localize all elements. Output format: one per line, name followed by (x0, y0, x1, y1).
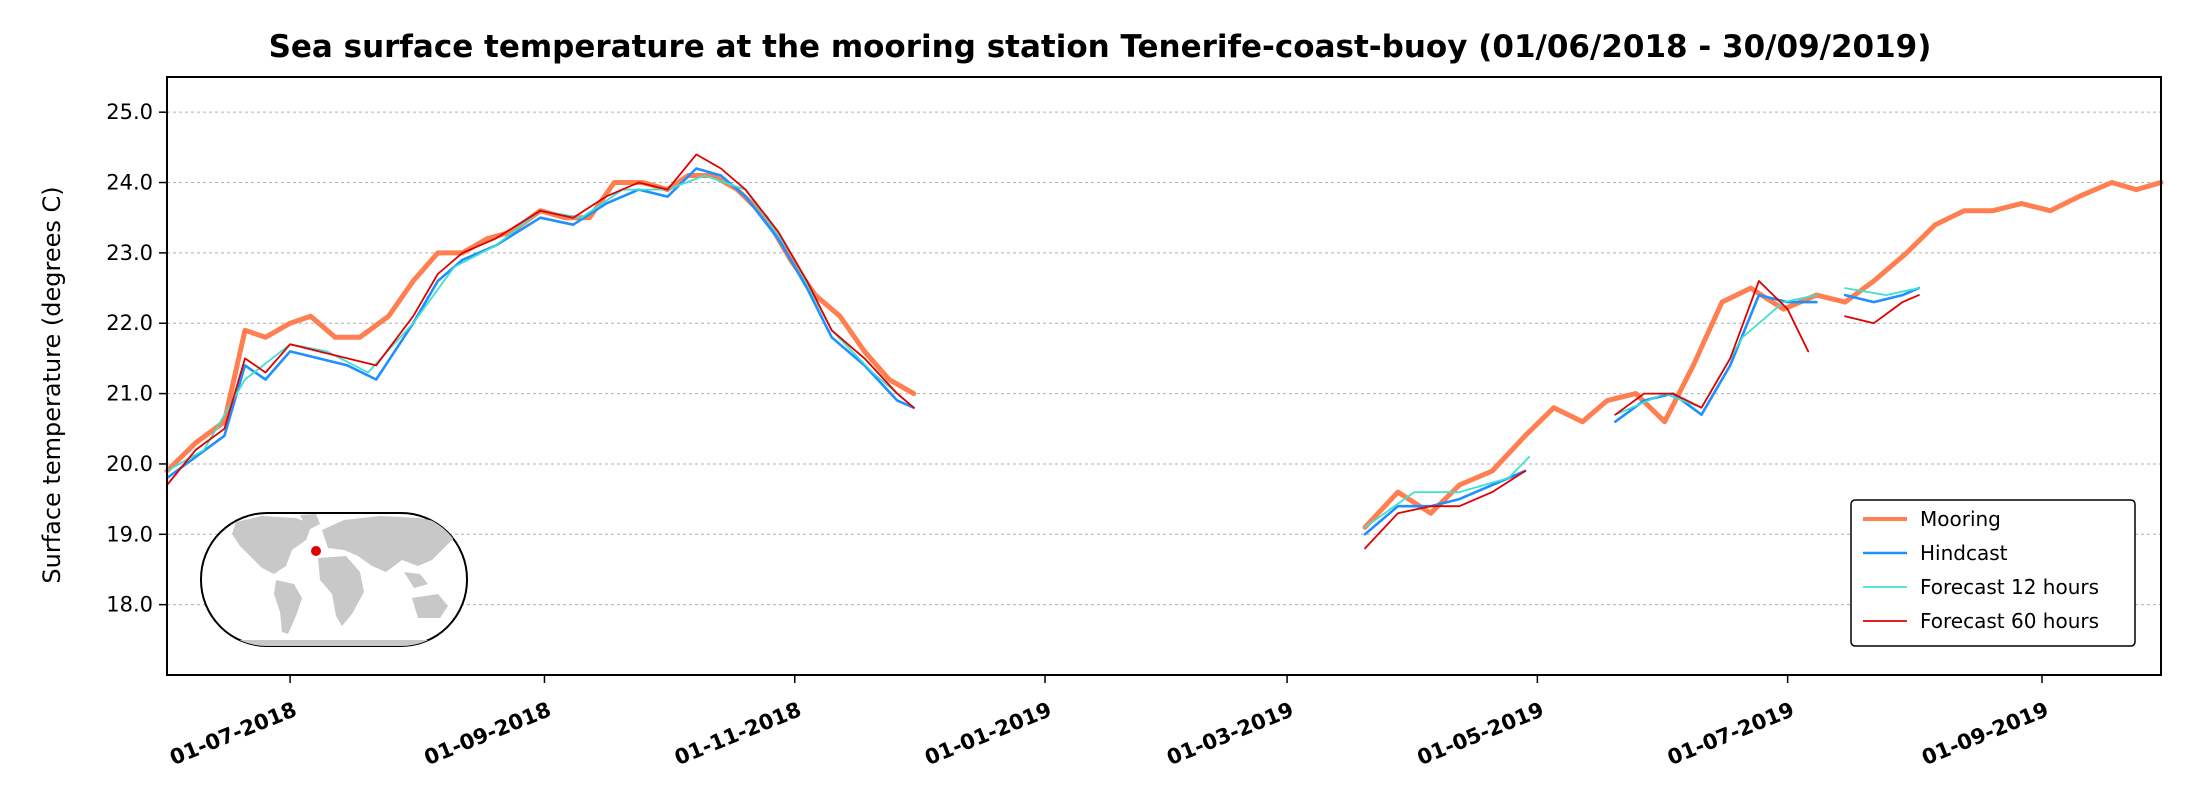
y-tick-label: 18.0 (106, 593, 153, 617)
x-tick-label: 01-05-2019 (1414, 697, 1548, 770)
y-tick-label: 25.0 (106, 100, 153, 124)
series-hindcast-line (165, 167, 1921, 536)
north-america-shape (232, 516, 312, 574)
legend-box (1850, 499, 2136, 647)
antarctica-shape (205, 640, 463, 646)
plot-frame (166, 76, 2162, 676)
legend-label-hindcast: Hindcast (1920, 541, 2008, 565)
legend-label-mooring: Mooring (1920, 507, 2001, 531)
y-tick-label: 19.0 (106, 522, 153, 546)
y-tick-label: 21.0 (106, 382, 153, 406)
y-tick-label: 20.0 (106, 452, 153, 476)
y-tick-label: 24.0 (106, 171, 153, 195)
x-ticks: 01-07-2018 01-09-2018 01-11-2018 01-01-2019… (166, 675, 2052, 770)
africa-shape (318, 556, 364, 626)
greenland-shape (300, 514, 320, 530)
x-tick-label: 01-07-2019 (1664, 697, 1798, 770)
station-marker (311, 546, 321, 556)
y-ticks: 18.0 19.0 20.0 21.0 22.0 23.0 24.0 25.0 (106, 100, 167, 617)
southeast-asia-shape (404, 572, 428, 588)
x-tick-label: 01-01-2019 (921, 697, 1055, 770)
x-tick-label: 01-11-2018 (671, 697, 805, 770)
inset-map-land (205, 514, 463, 646)
y-tick-label: 22.0 (106, 311, 153, 335)
australia-shape (412, 594, 448, 618)
series-forecast-12h-line (166, 174, 1920, 529)
legend: Mooring Hindcast Forecast 12 hours Forec… (1850, 499, 2136, 647)
x-tick-label: 01-03-2019 (1163, 697, 1297, 770)
series-mooring-line (164, 173, 2164, 530)
series-forecast-60h-line (166, 153, 1920, 550)
chart-title: Sea surface temperature at the mooring s… (269, 29, 1932, 65)
series-layer (164, 153, 2164, 550)
y-tick-label: 23.0 (106, 241, 153, 265)
grid (167, 111, 2161, 606)
x-tick-label: 01-09-2018 (421, 697, 555, 770)
south-america-shape (274, 580, 302, 634)
legend-label-forecast-60h: Forecast 60 hours (1920, 609, 2099, 633)
legend-label-forecast-12h: Forecast 12 hours (1920, 575, 2099, 599)
inset-map (200, 512, 468, 647)
x-tick-label: 01-09-2019 (1918, 697, 2052, 770)
x-tick-label: 01-07-2018 (166, 697, 300, 770)
eurasia-shape (322, 516, 456, 572)
y-axis-label: Surface temperature (degrees C) (38, 186, 66, 583)
